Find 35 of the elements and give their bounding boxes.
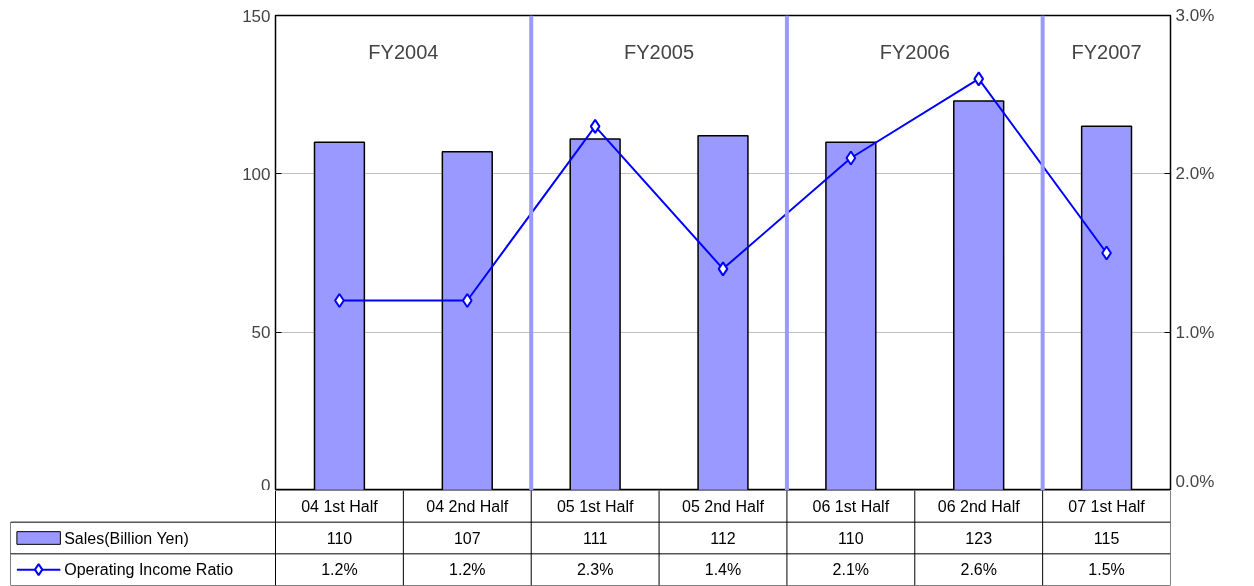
data-label: 2.1% — [832, 561, 870, 579]
data-label: 1.4% — [704, 561, 742, 579]
data-label: 110 — [838, 530, 864, 547]
y2-tick-label: 3.0% — [1175, 6, 1215, 25]
data-label: 1.2% — [449, 561, 486, 579]
annotation: FY2007 — [1071, 40, 1142, 63]
x-tick-label: 05 1st Half — [556, 497, 634, 515]
data-label: 112 — [710, 530, 736, 547]
y-tick-label: 0 — [261, 475, 271, 495]
data-label: 110 — [326, 530, 353, 547]
data-label: 2.3% — [576, 561, 614, 579]
data-label: 115 — [1093, 530, 1120, 547]
y2-tick-label: 1.0% — [1175, 322, 1215, 342]
data-label: 123 — [965, 530, 993, 547]
x-tick-label: 06 2nd Half — [937, 497, 1021, 515]
x-tick-label: 05 2nd Half — [682, 497, 765, 515]
y2-tick-label: 0.0% — [1175, 471, 1215, 491]
data-label: 1.5% — [1088, 561, 1125, 579]
annotation: FY2006 — [879, 40, 950, 63]
x-tick-label: 04 2nd Half — [426, 497, 509, 515]
x-tick-label: 06 1st Half — [812, 497, 890, 515]
y-tick-label: 50 — [251, 323, 271, 343]
annotation: FY2004 — [368, 40, 439, 63]
data-label: 2.6% — [960, 561, 997, 579]
data-label: 107 — [453, 530, 481, 547]
y2-tick-label: 2.0% — [1175, 164, 1215, 184]
x-tick-label: 04 1st Half — [301, 497, 379, 515]
x-tick-label: 07 1st Half — [1068, 497, 1146, 515]
legend-label: Operating Income Ratio — [64, 561, 234, 579]
annotation: FY2005 — [624, 40, 695, 63]
y-tick-label: 100 — [242, 164, 271, 184]
legend-label: Sales(Billion Yen) — [64, 529, 189, 547]
y-tick-label: 150 — [242, 6, 271, 26]
data-label: 1.2% — [321, 561, 358, 579]
data-label: 111 — [582, 530, 608, 547]
